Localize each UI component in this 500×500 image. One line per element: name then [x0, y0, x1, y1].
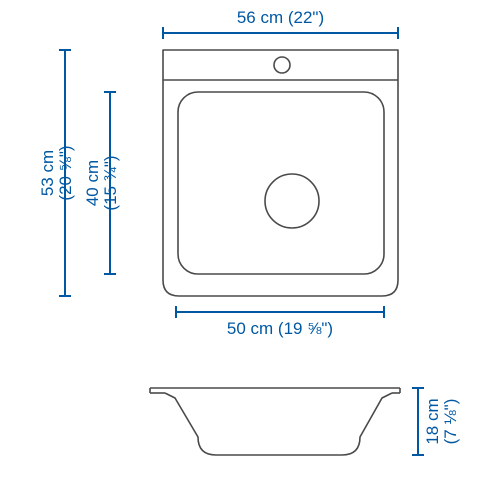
- dim-outer-height-label-imperial: (20 ⅝"): [56, 145, 75, 200]
- dim-depth-label-imperial: (7 ⅛"): [441, 399, 460, 445]
- dim-outer-height-label: 53 cm: [38, 150, 57, 196]
- faucet-hole: [274, 57, 290, 73]
- basin: [178, 92, 384, 274]
- dim-inner-height-label: 40 cm: [83, 160, 102, 206]
- dim-inner-width-label: 50 cm (19 ⅝"): [227, 319, 333, 338]
- dim-inner-width: 50 cm (19 ⅝"): [176, 306, 384, 338]
- dim-top-width-label: 56 cm (22"): [237, 8, 324, 27]
- dim-top-width: 56 cm (22"): [163, 8, 398, 39]
- dim-inner-height: 40 cm(15 ¾"): [83, 92, 120, 274]
- dim-depth-label: 18 cm: [423, 398, 442, 444]
- dim-depth: 18 cm(7 ⅛"): [412, 388, 460, 455]
- dimension-diagram: 56 cm (22")50 cm (19 ⅝")53 cm(20 ⅝")40 c…: [0, 0, 500, 500]
- dim-inner-height-label-imperial: (15 ¾"): [101, 155, 120, 210]
- outer-rim: [163, 50, 398, 296]
- bowl-profile: [165, 393, 392, 455]
- dim-outer-height: 53 cm(20 ⅝"): [38, 50, 75, 296]
- sink-top-view: [163, 50, 398, 296]
- drain: [265, 174, 319, 228]
- sink-side-view: [150, 388, 400, 455]
